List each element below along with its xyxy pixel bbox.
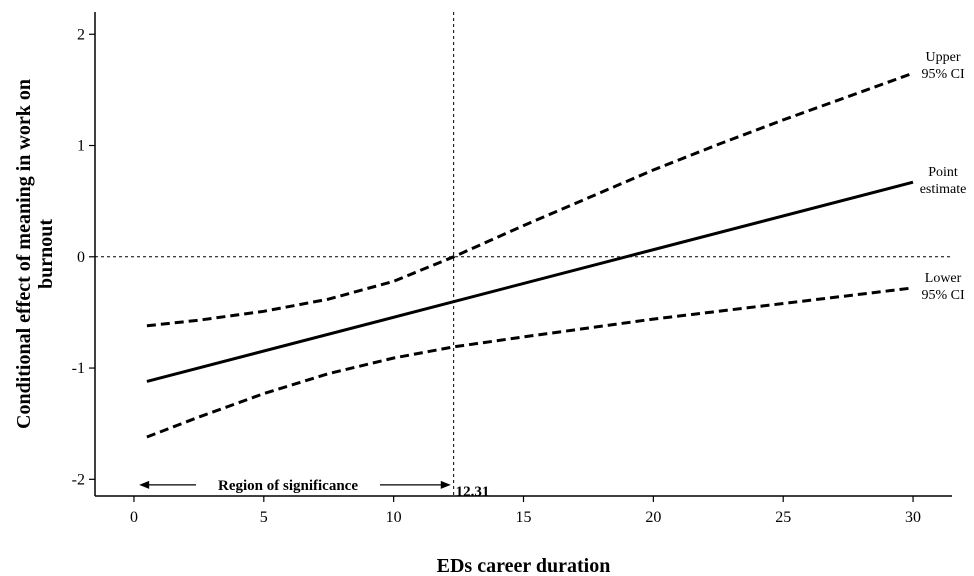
y-axis-title-group: Conditional effect of meaning in work on…: [13, 79, 57, 429]
point-estimate-label: Point: [928, 165, 958, 180]
y-tick-label: 0: [77, 249, 85, 266]
x-tick-label: 20: [645, 509, 661, 526]
series-layer: [146, 71, 914, 439]
y-axis-title-line2: burnout: [35, 219, 57, 289]
y-axis-title: Conditional effect of meaning in work on: [13, 79, 35, 429]
lower-ci-line: [146, 286, 914, 439]
reference-lines: [95, 12, 952, 496]
x-axis-title: EDs career duration: [437, 555, 611, 576]
point-estimate-line: [146, 180, 914, 383]
arrow-right-icon: [440, 480, 451, 489]
upper-ci-label: 95% CI: [921, 67, 965, 82]
arrow-left-icon: [139, 480, 150, 489]
upper-ci-label: Upper: [926, 50, 961, 65]
x-tick-label: 30: [905, 509, 921, 526]
x-tick-label: 15: [516, 509, 532, 526]
x-tick-label: 10: [386, 509, 402, 526]
point-estimate-label: estimate: [920, 182, 967, 197]
x-tick-label: 5: [260, 509, 268, 526]
y-tick-label: 1: [77, 138, 85, 155]
labels: Upper 95% CI Point estimate Lower 95% CI EDs c…: [13, 50, 966, 576]
threshold-value-label: 12.31: [456, 484, 490, 500]
x-tick-label: 0: [130, 509, 138, 526]
lower-ci-label: Lower: [925, 271, 962, 286]
annotations: Region of significance 12.31: [139, 478, 489, 500]
upper-ci-line: [146, 71, 914, 328]
y-tick-label: 2: [77, 26, 85, 43]
region-of-significance-label: Region of significance: [218, 478, 358, 494]
y-tick-label: -2: [72, 471, 85, 488]
y-tick-label: -1: [72, 360, 85, 377]
lower-ci-label: 95% CI: [921, 288, 965, 303]
x-tick-label: 25: [775, 509, 791, 526]
